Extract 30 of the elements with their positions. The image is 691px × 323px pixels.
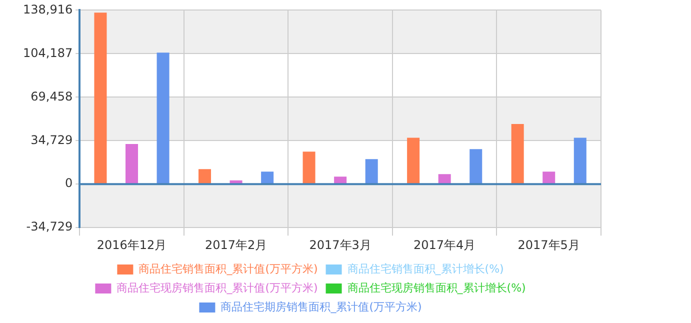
bar (511, 124, 524, 184)
bar (470, 149, 482, 184)
x-tick-label: 2017年5月 (518, 238, 580, 252)
legend-label: 商品住宅现房销售面积_累计增长(%) (347, 281, 526, 294)
y-tick-label: 0 (64, 176, 73, 190)
legend-label: 商品住宅期房销售面积_累计值(万平方米) (220, 300, 422, 314)
y-tick-label: 34,729 (30, 132, 73, 147)
y-tick-label: -34,729 (26, 220, 73, 234)
bar (334, 176, 347, 184)
x-tick-label: 2016年12月 (96, 238, 167, 252)
x-tick-label: 2017年3月 (309, 238, 372, 252)
bar (302, 152, 316, 184)
x-tick-label: 2017年2月 (204, 238, 268, 252)
bar (156, 52, 170, 184)
bar (261, 172, 274, 184)
bar (407, 138, 420, 184)
bar (198, 169, 212, 184)
bar (126, 144, 138, 184)
y-tick-label: 69,458 (30, 89, 73, 104)
legend-label: 商品住宅现房销售面积_累计值(万平方米) (116, 281, 318, 294)
y-tick-label: 104,187 (23, 46, 73, 60)
bar (438, 174, 451, 184)
bar (542, 172, 556, 184)
legend-label: 商品住宅销售面积_累计增长(%) (347, 262, 504, 276)
legend-label: 商品住宅销售面积_累计值(万平方米) (138, 262, 318, 276)
bar (94, 12, 107, 184)
x-tick-label: 2017年4月 (413, 238, 476, 252)
bar (574, 138, 586, 184)
y-tick-label: 138,916 (23, 2, 73, 16)
bar (365, 159, 378, 184)
